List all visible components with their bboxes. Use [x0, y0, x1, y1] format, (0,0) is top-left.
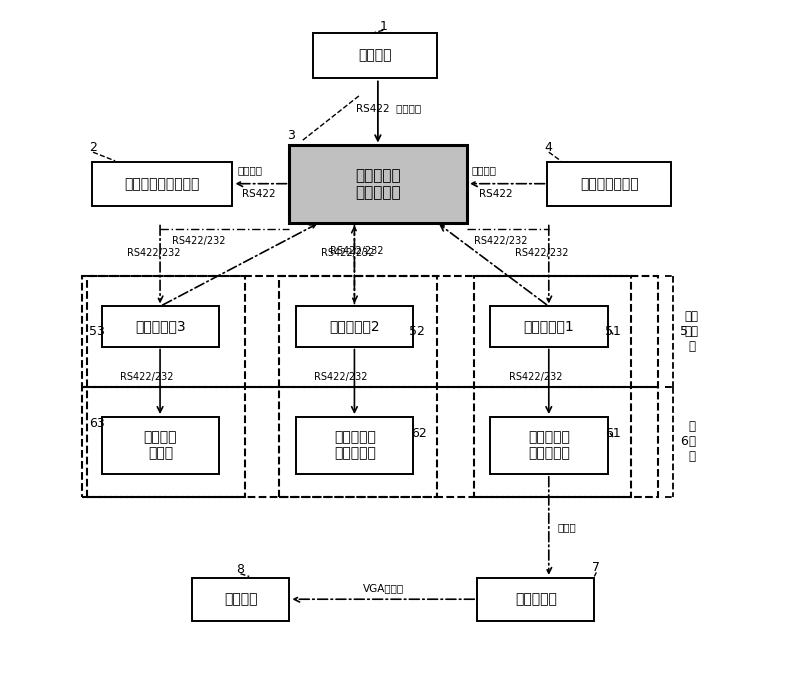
- Text: 姿态控制
目标机: 姿态控制 目标机: [144, 430, 177, 460]
- Text: 信号调理箱3: 信号调理箱3: [135, 320, 186, 333]
- Text: 61: 61: [606, 427, 621, 440]
- Text: 执行机构: 执行机构: [358, 48, 392, 63]
- Text: 姿态信息: 姿态信息: [471, 166, 496, 176]
- Text: 3: 3: [287, 129, 295, 142]
- Bar: [192, 578, 290, 621]
- Text: 1: 1: [380, 20, 388, 33]
- Bar: [474, 276, 631, 497]
- Text: 51: 51: [605, 324, 621, 338]
- Text: 信号调理箱1: 信号调理箱1: [524, 320, 574, 333]
- Text: RS422/232: RS422/232: [172, 236, 226, 246]
- Text: RS422/232: RS422/232: [515, 248, 569, 258]
- Bar: [82, 387, 658, 497]
- Bar: [82, 276, 658, 387]
- Bar: [102, 417, 219, 474]
- Text: 7: 7: [592, 561, 600, 574]
- Text: 信号调理箱2: 信号调理箱2: [330, 320, 380, 333]
- Text: 目
标
机: 目 标 机: [688, 420, 695, 463]
- Text: 姿态测量子系统: 姿态测量子系统: [580, 177, 638, 191]
- Text: 姿态控制综
合处理系统: 姿态控制综 合处理系统: [355, 168, 401, 201]
- Text: 62: 62: [411, 427, 426, 440]
- Text: 以太网: 以太网: [558, 522, 576, 532]
- Bar: [279, 276, 437, 497]
- Text: RS422/232: RS422/232: [120, 371, 174, 382]
- Text: RS422  力矩指令: RS422 力矩指令: [357, 104, 422, 114]
- Text: RS422/232: RS422/232: [127, 248, 181, 258]
- Text: 5: 5: [680, 324, 688, 338]
- Text: RS422/232: RS422/232: [314, 371, 368, 382]
- Text: RS422/232: RS422/232: [321, 248, 374, 258]
- Bar: [547, 162, 671, 206]
- Bar: [296, 306, 414, 347]
- Text: 63: 63: [89, 417, 105, 430]
- Text: 8: 8: [237, 563, 245, 576]
- Text: 2: 2: [89, 141, 97, 154]
- Text: 信号
调理
箱: 信号 调理 箱: [685, 310, 698, 353]
- Text: 位置信息: 位置信息: [238, 166, 263, 176]
- Text: RS422: RS422: [479, 189, 513, 199]
- Bar: [296, 417, 414, 474]
- Text: 4: 4: [545, 141, 553, 154]
- Bar: [92, 162, 233, 206]
- Text: RS422/232: RS422/232: [474, 236, 527, 246]
- Text: 姿态动力学
仿真目标机: 姿态动力学 仿真目标机: [528, 430, 570, 460]
- Text: 显示系统: 显示系统: [224, 592, 258, 606]
- Text: 53: 53: [89, 324, 105, 338]
- Bar: [490, 306, 608, 347]
- Text: 6: 6: [680, 435, 688, 448]
- Bar: [87, 276, 245, 497]
- Text: 轨道动力学
仿真目标机: 轨道动力学 仿真目标机: [334, 430, 376, 460]
- Text: 工作计算机: 工作计算机: [514, 592, 557, 606]
- Text: VGA分配器: VGA分配器: [362, 583, 404, 593]
- Text: RS422/232: RS422/232: [509, 371, 562, 382]
- Bar: [490, 417, 608, 474]
- Bar: [313, 33, 437, 79]
- Bar: [477, 578, 594, 621]
- Text: 卫星实时定位子系统: 卫星实时定位子系统: [124, 177, 200, 191]
- Text: 52: 52: [409, 324, 425, 338]
- Text: RS422/232: RS422/232: [330, 246, 383, 256]
- Bar: [290, 145, 467, 223]
- Bar: [102, 306, 219, 347]
- Text: RS422: RS422: [242, 189, 276, 199]
